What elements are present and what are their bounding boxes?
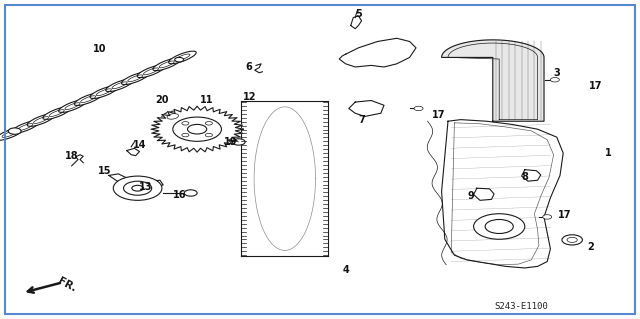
Text: 3: 3 xyxy=(554,68,560,78)
Text: 16: 16 xyxy=(172,189,186,200)
Ellipse shape xyxy=(28,114,55,126)
Text: 13: 13 xyxy=(139,182,153,192)
Text: 12: 12 xyxy=(243,92,257,102)
Polygon shape xyxy=(349,100,384,116)
Text: 17: 17 xyxy=(588,81,602,91)
Polygon shape xyxy=(522,170,541,181)
Circle shape xyxy=(474,214,525,239)
Text: 9: 9 xyxy=(467,191,474,201)
Circle shape xyxy=(205,122,212,125)
Circle shape xyxy=(205,133,212,137)
Circle shape xyxy=(550,78,559,82)
Text: 5: 5 xyxy=(355,9,362,19)
Text: S243-E1100: S243-E1100 xyxy=(495,302,548,311)
Circle shape xyxy=(113,176,162,200)
Text: 18: 18 xyxy=(65,151,79,161)
Ellipse shape xyxy=(12,121,39,133)
Text: 7: 7 xyxy=(358,115,365,125)
Text: 20: 20 xyxy=(155,95,169,106)
Ellipse shape xyxy=(90,86,118,99)
Ellipse shape xyxy=(162,111,184,122)
Text: 17: 17 xyxy=(431,110,445,120)
Text: 14: 14 xyxy=(132,140,147,150)
Text: 6: 6 xyxy=(245,62,252,72)
Circle shape xyxy=(182,122,189,125)
Text: 4: 4 xyxy=(342,264,349,275)
Text: 11: 11 xyxy=(200,95,214,106)
Text: 1: 1 xyxy=(605,148,611,158)
Circle shape xyxy=(175,57,184,62)
Circle shape xyxy=(182,133,189,137)
Ellipse shape xyxy=(59,100,86,112)
Circle shape xyxy=(184,190,197,196)
Text: 8: 8 xyxy=(522,172,528,182)
Polygon shape xyxy=(442,120,563,268)
Polygon shape xyxy=(151,106,243,152)
Circle shape xyxy=(232,139,245,145)
Polygon shape xyxy=(339,38,416,67)
Ellipse shape xyxy=(168,51,196,64)
Circle shape xyxy=(8,128,21,134)
Text: 2: 2 xyxy=(588,242,594,252)
Text: 17: 17 xyxy=(557,210,572,220)
Circle shape xyxy=(562,235,582,245)
Circle shape xyxy=(188,124,207,134)
Text: 15: 15 xyxy=(97,166,111,176)
Ellipse shape xyxy=(43,107,70,119)
Text: 19: 19 xyxy=(223,137,237,147)
Polygon shape xyxy=(442,40,544,121)
Circle shape xyxy=(173,117,221,141)
Text: 10: 10 xyxy=(92,44,106,55)
Polygon shape xyxy=(351,16,362,29)
Ellipse shape xyxy=(137,65,164,78)
Ellipse shape xyxy=(122,72,149,85)
Ellipse shape xyxy=(0,128,24,140)
Circle shape xyxy=(414,106,423,111)
Polygon shape xyxy=(474,188,494,200)
Circle shape xyxy=(543,215,552,219)
Text: FR.: FR. xyxy=(56,276,78,293)
Ellipse shape xyxy=(74,93,102,106)
Ellipse shape xyxy=(153,58,180,71)
Circle shape xyxy=(132,185,143,191)
Polygon shape xyxy=(109,174,163,187)
Ellipse shape xyxy=(106,79,133,92)
